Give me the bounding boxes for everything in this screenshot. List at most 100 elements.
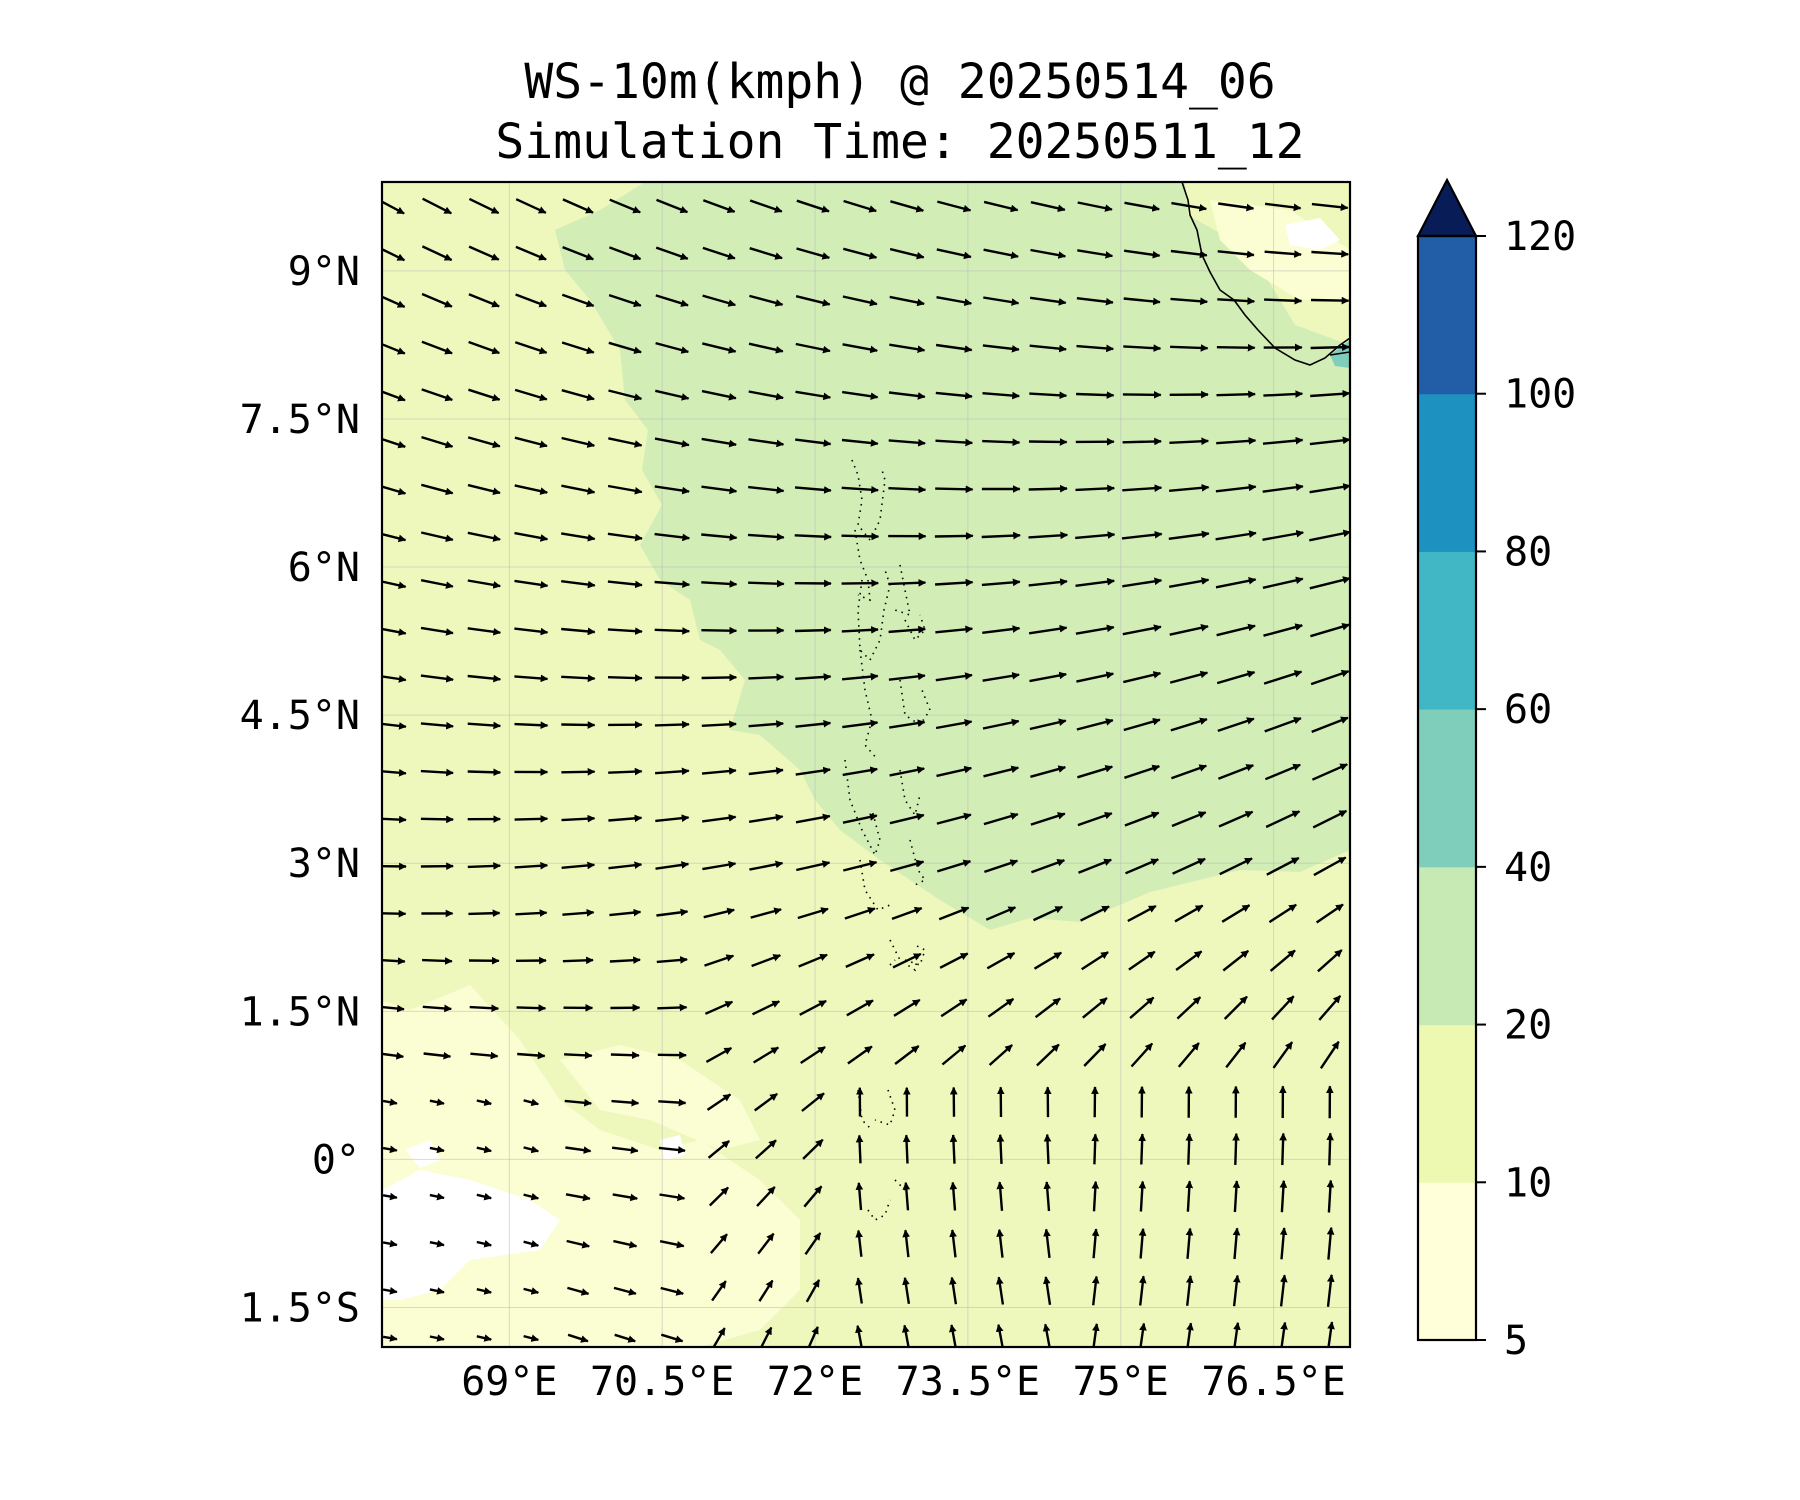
wind-arrow xyxy=(420,626,454,636)
wind-arrow xyxy=(654,532,691,542)
wind-arrow xyxy=(382,295,406,308)
wind-arrow xyxy=(855,1229,863,1257)
colorbar-frame xyxy=(1416,234,1478,1342)
wind-arrow xyxy=(1266,856,1300,876)
wind-arrow xyxy=(1042,1323,1051,1347)
wind-arrow xyxy=(842,295,878,307)
wind-arrow xyxy=(470,1051,499,1060)
wind-arrow xyxy=(935,625,974,634)
wind-arrow xyxy=(467,721,502,730)
wind-arrow xyxy=(1043,1276,1052,1305)
wind-arrow xyxy=(382,437,406,449)
wind-arrow xyxy=(888,438,926,447)
wind-arrow xyxy=(515,198,547,214)
wind-arrow xyxy=(1216,390,1256,399)
wind-arrow xyxy=(1262,436,1304,445)
wind-arrow xyxy=(748,813,784,823)
wind-arrow xyxy=(1272,1041,1294,1069)
lon-tick-label: 73.5°E xyxy=(896,1359,1041,1405)
wind-arrow xyxy=(1130,1042,1154,1068)
wind-arrow xyxy=(996,1134,1005,1164)
wind-arrow xyxy=(467,674,502,683)
wind-arrow xyxy=(889,247,925,260)
wind-arrow xyxy=(1264,716,1302,733)
wind-arrow xyxy=(421,435,454,449)
wind-arrow xyxy=(1170,249,1208,259)
wind-arrow xyxy=(1029,671,1067,683)
wind-arrow xyxy=(983,296,1020,306)
wind-arrow xyxy=(707,1139,730,1159)
wind-arrow xyxy=(1279,1180,1288,1213)
wind-arrow xyxy=(420,483,454,496)
wind-arrow xyxy=(1279,1274,1288,1307)
wind-arrow xyxy=(1076,671,1115,683)
wind-arrow xyxy=(659,1240,685,1249)
wind-arrow xyxy=(935,343,973,353)
lat-tick-label: 9°N xyxy=(288,249,360,295)
wind-arrow xyxy=(751,1000,780,1016)
wind-arrow xyxy=(1326,1179,1335,1213)
plot-frame xyxy=(380,180,1352,1349)
wind-arrow xyxy=(565,1193,591,1202)
wind-arrow xyxy=(562,956,594,965)
wind-arrow xyxy=(613,1239,638,1249)
wind-arrow xyxy=(702,342,737,354)
wind-arrow xyxy=(1032,905,1063,922)
wind-arrow xyxy=(1124,201,1160,212)
wind-arrow xyxy=(842,343,878,354)
wind-arrow xyxy=(1311,716,1349,734)
wind-arrow xyxy=(983,248,1019,260)
wind-arrow xyxy=(712,1327,726,1347)
wind-arrow xyxy=(799,999,827,1016)
wind-arrow xyxy=(706,1093,732,1111)
wind-arrow xyxy=(561,721,596,729)
wind-arrow xyxy=(1170,344,1209,352)
wind-arrow xyxy=(561,580,596,589)
wind-arrow xyxy=(1309,529,1350,542)
wind-arrow xyxy=(1122,484,1163,492)
wind-arrow xyxy=(935,672,973,682)
wind-arrow xyxy=(987,997,1015,1018)
wind-arrow xyxy=(936,200,972,213)
wind-arrow xyxy=(701,626,738,635)
plot-area xyxy=(382,182,1350,1347)
wind-arrow xyxy=(902,1181,911,1211)
wind-arrow xyxy=(701,767,737,775)
wind-arrow xyxy=(805,1279,821,1303)
wind-arrow xyxy=(660,1286,684,1296)
wind-arrow xyxy=(1122,624,1162,636)
wind-arrow xyxy=(467,768,502,777)
wind-arrow xyxy=(982,438,1021,447)
wind-arrow xyxy=(1028,438,1068,446)
wind-arrow xyxy=(1262,529,1304,541)
wind-arrow xyxy=(1315,903,1344,924)
colorbar-segment xyxy=(1418,1182,1476,1341)
wind-arrow xyxy=(382,1145,398,1154)
wind-arrow xyxy=(708,1186,729,1207)
wind-arrow xyxy=(609,908,642,917)
wind-arrow xyxy=(1169,437,1210,446)
wind-arrow xyxy=(982,718,1020,730)
wind-arrow xyxy=(1075,531,1116,540)
wind-arrow xyxy=(983,200,1019,213)
wind-arrow xyxy=(1216,623,1256,637)
wind-arrow xyxy=(1029,344,1067,353)
wind-arrow xyxy=(701,485,738,495)
wind-arrow xyxy=(1232,1274,1241,1307)
lat-tick-label: 0° xyxy=(312,1137,360,1183)
wind-arrow xyxy=(1311,202,1349,211)
wind-arrow xyxy=(1327,1321,1335,1347)
wind-arrow xyxy=(794,626,832,635)
wind-arrow xyxy=(949,1181,958,1211)
wind-arrow xyxy=(657,1003,688,1012)
wind-arrow xyxy=(1264,296,1303,305)
wind-arrow xyxy=(562,245,595,261)
wind-arrow xyxy=(658,1098,687,1107)
wind-arrow xyxy=(1171,811,1207,828)
wind-arrow xyxy=(1138,1133,1146,1165)
wind-arrow xyxy=(609,956,641,965)
wind-arrow xyxy=(468,245,500,261)
wind-arrow xyxy=(1326,1226,1335,1260)
wind-arrow xyxy=(709,1233,728,1254)
wind-arrow xyxy=(1263,623,1303,637)
